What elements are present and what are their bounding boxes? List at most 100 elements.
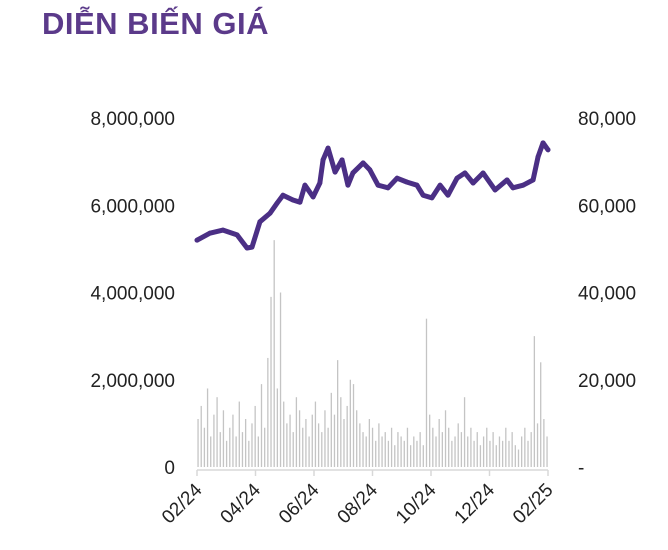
volume-bar <box>248 440 250 467</box>
price-point <box>470 180 476 186</box>
volume-bar <box>514 445 516 467</box>
volume-bar <box>200 405 202 467</box>
price-point <box>257 219 263 225</box>
x-tick-label: 02/24 <box>158 479 207 528</box>
chart-title: DIỄN BIẾN GIÁ <box>42 6 269 41</box>
volume-bar <box>241 432 244 467</box>
volume-bar <box>267 357 269 467</box>
price-point <box>530 177 536 183</box>
volume-bar <box>479 445 482 467</box>
volume-bar <box>286 423 288 467</box>
price-point <box>249 244 255 250</box>
price-point <box>420 192 426 198</box>
volume-bar <box>308 436 310 467</box>
price-point <box>274 200 280 206</box>
volume-bar <box>371 427 374 467</box>
volume-bar <box>349 379 351 467</box>
price-point <box>194 237 200 243</box>
volume-bar <box>225 440 228 467</box>
volume-bar <box>397 432 399 467</box>
volume-bar <box>206 388 209 467</box>
volume-bar <box>238 401 240 467</box>
volume-bar <box>264 427 266 467</box>
volume-bar <box>219 432 221 467</box>
price-point <box>310 194 316 200</box>
price-point <box>302 182 308 188</box>
volume-bar <box>356 410 358 467</box>
volume-bar <box>210 436 212 467</box>
volume-bar <box>232 414 234 467</box>
volume-bar <box>340 397 342 467</box>
price-point <box>429 195 435 201</box>
price-point <box>339 157 345 163</box>
volume-bar <box>333 414 336 467</box>
price-point <box>454 175 460 181</box>
volume-bar <box>197 419 199 467</box>
volume-bar <box>416 440 418 467</box>
volume-bar <box>454 436 456 467</box>
volume-bar <box>244 419 247 467</box>
volume-bar <box>276 388 279 467</box>
volume-bar <box>229 427 231 467</box>
volume-bar <box>521 436 523 467</box>
volume-bar <box>457 423 459 467</box>
volume-bar <box>482 436 485 467</box>
volume-bar <box>378 423 380 467</box>
volume-bar <box>467 436 469 467</box>
right-tick-label: 20,000 <box>578 371 636 392</box>
price-point <box>317 180 323 186</box>
volume-bar <box>292 432 294 467</box>
volume-bar <box>381 436 383 467</box>
volume-bar <box>314 401 317 467</box>
volume-bar <box>213 414 215 467</box>
volume-bar <box>540 362 542 467</box>
price-point <box>445 192 451 198</box>
volume-bar <box>533 336 536 467</box>
volume-bar <box>448 427 450 467</box>
volume-bar <box>524 427 526 467</box>
price-point <box>404 179 410 185</box>
right-tick-label: 40,000 <box>578 284 636 305</box>
volume-bar <box>273 240 275 467</box>
volume-bar <box>251 423 253 467</box>
volume-bar <box>508 440 510 467</box>
price-point <box>540 140 546 146</box>
x-tick-label: 12/24 <box>451 479 500 528</box>
price-point <box>414 182 420 188</box>
volume-bar <box>492 432 494 467</box>
volume-bar <box>394 445 396 467</box>
volume-bar <box>359 423 361 467</box>
price-point <box>244 245 250 251</box>
volume-bar <box>444 410 447 467</box>
volume-bar <box>463 397 466 467</box>
price-point <box>360 160 366 166</box>
price-point <box>545 147 551 153</box>
volume-bar <box>517 449 520 467</box>
price-point <box>385 185 391 191</box>
volume-bar <box>384 432 386 467</box>
price-point <box>280 192 286 198</box>
price-point <box>462 170 468 176</box>
volume-bar <box>216 397 218 467</box>
volume-bar <box>476 432 478 467</box>
volume-bar <box>438 419 440 467</box>
volume-bar <box>546 436 548 467</box>
volume-bar <box>429 414 431 467</box>
volume-bar <box>235 436 237 467</box>
volume-bar <box>375 440 377 467</box>
x-tick-label: 04/24 <box>217 479 266 528</box>
price-point <box>437 182 443 188</box>
volume-bar <box>305 419 307 467</box>
x-tick-label: 02/25 <box>509 480 557 528</box>
price-point <box>535 154 541 160</box>
volume-bar <box>530 432 532 467</box>
volume-bar <box>311 414 313 467</box>
price-line <box>194 140 551 251</box>
price-point <box>394 175 400 181</box>
volume-bar <box>441 432 443 467</box>
price-point <box>267 210 273 216</box>
price-point <box>480 170 486 176</box>
left-tick-label: 8,000,000 <box>90 109 175 130</box>
volume-bar <box>422 445 424 467</box>
right-tick-label: - <box>578 458 584 479</box>
